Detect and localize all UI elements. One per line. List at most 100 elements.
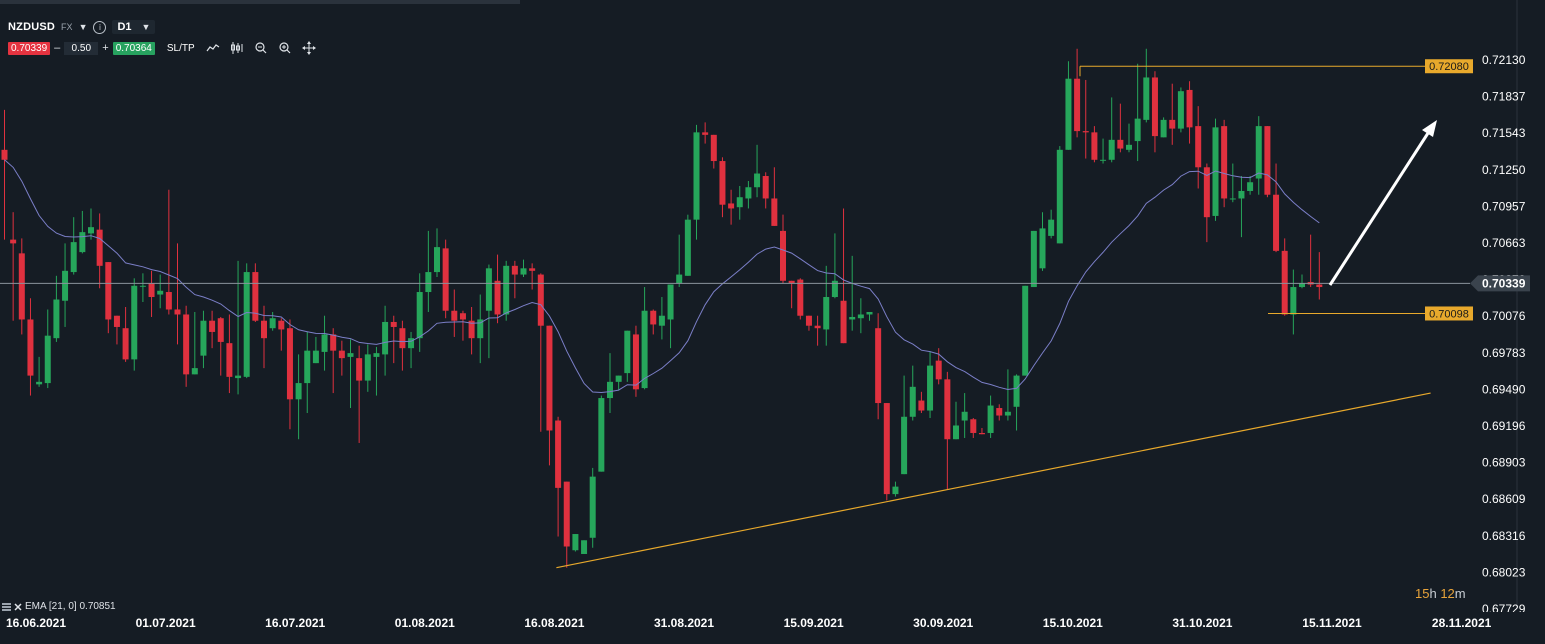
info-icon[interactable]: i [93, 20, 107, 34]
candle [1100, 138, 1107, 164]
candle [425, 230, 432, 312]
price-tick-label: 0.68023 [1482, 565, 1526, 579]
candle [1039, 212, 1046, 271]
candle [278, 318, 285, 351]
date-tick-label: 16.08.2021 [524, 616, 584, 630]
candle [719, 157, 726, 218]
candle [537, 273, 544, 432]
timeframe-select[interactable]: D1 ▼ [112, 20, 156, 34]
date-tick-label: 01.08.2021 [395, 616, 455, 630]
rising-trendline[interactable] [556, 392, 1431, 569]
candle [1177, 87, 1184, 133]
candle [1221, 119, 1228, 208]
candle [805, 315, 812, 331]
candle [27, 298, 34, 396]
candle [261, 305, 267, 369]
level-price-tag: 0.70098 [1425, 306, 1473, 321]
sell-button[interactable]: 0.70339 [8, 41, 51, 55]
quantity-decrease-button[interactable]: – [54, 42, 61, 54]
candle [546, 325, 553, 466]
chevron-down-icon: ▼ [141, 22, 151, 32]
price-tick-label: 0.71543 [1482, 126, 1526, 140]
level-tags: 0.72080 0.70098 [1425, 59, 1473, 321]
candle [131, 278, 138, 371]
candle [1, 109, 8, 240]
candle [996, 404, 1003, 421]
candle [563, 481, 570, 568]
candle [44, 309, 51, 389]
candle-timer: 15h 12m [1415, 586, 1466, 601]
price-tick-label: 0.68316 [1482, 529, 1526, 543]
crosshair-move-icon[interactable] [301, 41, 317, 55]
candle [953, 401, 959, 440]
sltp-button[interactable]: SL/TP [166, 42, 195, 54]
candle [901, 375, 908, 475]
candle [209, 310, 216, 349]
svg-text:0.70098: 0.70098 [1429, 308, 1469, 320]
date-tick-label: 28.11.2021 [1432, 616, 1492, 630]
symbol-label[interactable]: NZDUSD [8, 21, 56, 33]
candle [1117, 103, 1124, 153]
price-tick-label: 0.71250 [1482, 163, 1526, 177]
remove-indicator-icon[interactable] [14, 602, 22, 611]
candle [961, 393, 968, 438]
indicator-legend[interactable]: EMA [21, 0] 0.70851 [2, 601, 116, 612]
date-tick-label: 15.10.2021 [1043, 616, 1103, 630]
candle [1030, 230, 1037, 288]
date-tick-label: 30.09.2021 [913, 616, 973, 630]
quantity-input[interactable] [64, 41, 99, 55]
candle [676, 234, 683, 288]
buy-button[interactable]: 0.70364 [112, 41, 155, 55]
price-tick-label: 0.69196 [1482, 419, 1526, 433]
time-axis[interactable]: 16.06.2021 01.07.2021 16.07.2021 01.08.2021… [0, 612, 1545, 644]
candle [1238, 176, 1245, 238]
candle [105, 262, 112, 334]
candle [148, 270, 155, 317]
candle [771, 167, 778, 226]
ema-line [4, 159, 1320, 394]
price-tick-label: 0.70957 [1482, 199, 1526, 213]
candle [18, 238, 25, 335]
candle [1299, 274, 1305, 289]
candle [364, 344, 371, 392]
zoom-in-icon[interactable] [277, 41, 293, 55]
candle [1212, 118, 1219, 221]
candle [1203, 163, 1210, 243]
quantity-increase-button[interactable]: + [102, 42, 109, 54]
candle [451, 289, 458, 337]
candle [762, 172, 769, 209]
candle [174, 243, 181, 345]
candle [235, 260, 242, 395]
price-tick-label: 0.72130 [1482, 53, 1526, 67]
date-tick-label: 31.10.2021 [1172, 616, 1232, 630]
candle [875, 313, 882, 420]
candle [139, 273, 146, 303]
zoom-out-icon[interactable] [253, 41, 269, 55]
candle [572, 534, 579, 552]
candle [831, 233, 838, 299]
candle [347, 339, 354, 409]
candle [667, 284, 674, 349]
candle [1195, 106, 1202, 189]
candle [529, 263, 536, 290]
candle [157, 274, 164, 309]
candle [589, 467, 596, 548]
candle [70, 217, 77, 275]
symbol-dropdown-icon[interactable]: ▼ [78, 22, 88, 32]
candle [1065, 61, 1072, 150]
candle [503, 260, 510, 321]
line-chart-icon[interactable] [205, 41, 221, 55]
price-tick-label: 0.69490 [1482, 382, 1526, 396]
candle [1151, 71, 1158, 153]
candle [684, 214, 691, 276]
price-axis[interactable]: 0.72130 0.71837 0.71543 0.71250 0.70957 0.706… [1482, 53, 1526, 616]
candle [598, 395, 605, 472]
candle [607, 353, 613, 414]
candle [780, 214, 786, 284]
indicator-list-icon[interactable] [2, 602, 11, 611]
candle [96, 213, 103, 289]
arrow-annotation[interactable] [1328, 120, 1437, 286]
candle [909, 365, 916, 421]
candlestick-icon[interactable] [229, 41, 245, 55]
